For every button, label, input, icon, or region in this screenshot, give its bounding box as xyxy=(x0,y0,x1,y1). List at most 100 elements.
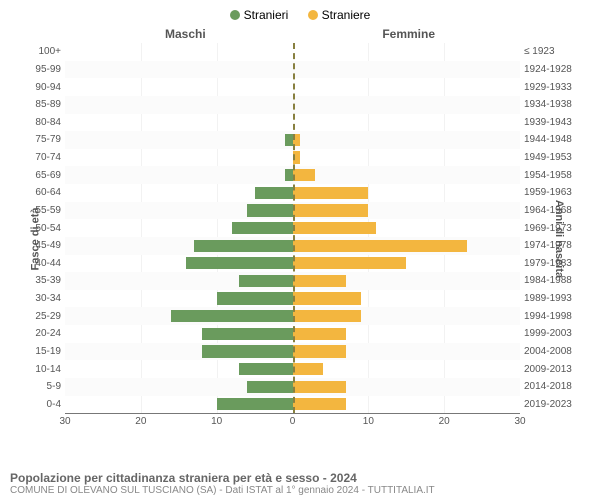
birth-label: 2019-2023 xyxy=(524,399,582,410)
male-half xyxy=(65,378,293,396)
side-titles: Maschi Femmine xyxy=(10,27,590,41)
x-tick: 20 xyxy=(439,416,450,427)
male-half xyxy=(65,96,293,114)
footer-sub: COMUNE DI OLEVANO SUL TUSCIANO (SA) - Da… xyxy=(10,485,590,496)
female-half xyxy=(293,360,521,378)
female-half xyxy=(293,202,521,220)
legend-item-female: Straniere xyxy=(308,8,371,22)
female-bar xyxy=(293,222,376,234)
birth-label: 1939-1943 xyxy=(524,117,582,128)
male-bar xyxy=(285,169,293,181)
female-bar xyxy=(293,240,467,252)
female-bar xyxy=(293,257,407,269)
male-half xyxy=(65,78,293,96)
male-bar xyxy=(239,363,292,375)
birth-label: 1934-1938 xyxy=(524,99,582,110)
male-bar xyxy=(239,275,292,287)
age-label: 95-99 xyxy=(25,64,61,75)
title-male: Maschi xyxy=(165,27,206,41)
male-half xyxy=(65,272,293,290)
birth-label: 2009-2013 xyxy=(524,364,582,375)
female-half xyxy=(293,255,521,273)
male-bar xyxy=(217,292,293,304)
male-bar xyxy=(285,134,293,146)
male-half xyxy=(65,149,293,167)
female-half xyxy=(293,131,521,149)
age-label: 85-89 xyxy=(25,99,61,110)
x-tick: 30 xyxy=(59,416,70,427)
age-label: 100+ xyxy=(25,46,61,57)
male-half xyxy=(65,166,293,184)
male-half xyxy=(65,114,293,132)
x-axis: 3020100102030 xyxy=(65,413,520,435)
birth-label: 1979-1983 xyxy=(524,258,582,269)
age-label: 25-29 xyxy=(25,311,61,322)
birth-label: ≤ 1923 xyxy=(524,46,582,57)
male-half xyxy=(65,360,293,378)
legend-item-male: Stranieri xyxy=(230,8,289,22)
birth-label: 1999-2003 xyxy=(524,328,582,339)
male-half xyxy=(65,184,293,202)
age-label: 30-34 xyxy=(25,293,61,304)
male-half xyxy=(65,343,293,361)
female-bar xyxy=(293,275,346,287)
birth-label: 1994-1998 xyxy=(524,311,582,322)
female-half xyxy=(293,96,521,114)
female-half xyxy=(293,114,521,132)
x-tick: 10 xyxy=(211,416,222,427)
female-half xyxy=(293,219,521,237)
female-bar xyxy=(293,363,323,375)
age-label: 10-14 xyxy=(25,364,61,375)
age-label: 65-69 xyxy=(25,170,61,181)
female-bar xyxy=(293,345,346,357)
age-label: 40-44 xyxy=(25,258,61,269)
male-bar xyxy=(194,240,293,252)
male-bar xyxy=(186,257,292,269)
female-bar xyxy=(293,187,369,199)
legend-swatch-male xyxy=(230,10,240,20)
age-label: 50-54 xyxy=(25,223,61,234)
male-bar xyxy=(217,398,293,410)
birth-label: 1944-1948 xyxy=(524,134,582,145)
male-bar xyxy=(247,381,293,393)
footer-title: Popolazione per cittadinanza straniera p… xyxy=(10,471,590,485)
age-label: 60-64 xyxy=(25,187,61,198)
birth-label: 1974-1978 xyxy=(524,240,582,251)
male-half xyxy=(65,237,293,255)
age-label: 45-49 xyxy=(25,240,61,251)
age-label: 90-94 xyxy=(25,82,61,93)
male-half xyxy=(65,219,293,237)
age-label: 5-9 xyxy=(25,381,61,392)
female-half xyxy=(293,396,521,414)
female-half xyxy=(293,149,521,167)
birth-label: 1969-1973 xyxy=(524,223,582,234)
title-female: Femmine xyxy=(382,27,435,41)
male-bar xyxy=(232,222,293,234)
birth-label: 1989-1993 xyxy=(524,293,582,304)
female-half xyxy=(293,272,521,290)
pyramid-chart: Stranieri Straniere Maschi Femmine Fasce… xyxy=(0,0,600,500)
male-bar xyxy=(171,310,292,322)
female-bar xyxy=(293,328,346,340)
female-half xyxy=(293,307,521,325)
plot-area: Fasce di età Anni di nascita 100+≤ 19239… xyxy=(10,43,590,435)
male-half xyxy=(65,325,293,343)
birth-label: 2004-2008 xyxy=(524,346,582,357)
x-tick: 30 xyxy=(514,416,525,427)
female-half xyxy=(293,325,521,343)
birth-label: 1954-1958 xyxy=(524,170,582,181)
female-half xyxy=(293,184,521,202)
x-tick: 20 xyxy=(135,416,146,427)
age-label: 70-74 xyxy=(25,152,61,163)
male-half xyxy=(65,131,293,149)
birth-label: 2014-2018 xyxy=(524,381,582,392)
male-half xyxy=(65,202,293,220)
female-half xyxy=(293,78,521,96)
footer: Popolazione per cittadinanza straniera p… xyxy=(10,471,590,496)
male-bar xyxy=(202,328,293,340)
female-bar xyxy=(293,204,369,216)
male-half xyxy=(65,290,293,308)
center-line xyxy=(293,43,295,413)
birth-label: 1964-1968 xyxy=(524,205,582,216)
age-label: 55-59 xyxy=(25,205,61,216)
